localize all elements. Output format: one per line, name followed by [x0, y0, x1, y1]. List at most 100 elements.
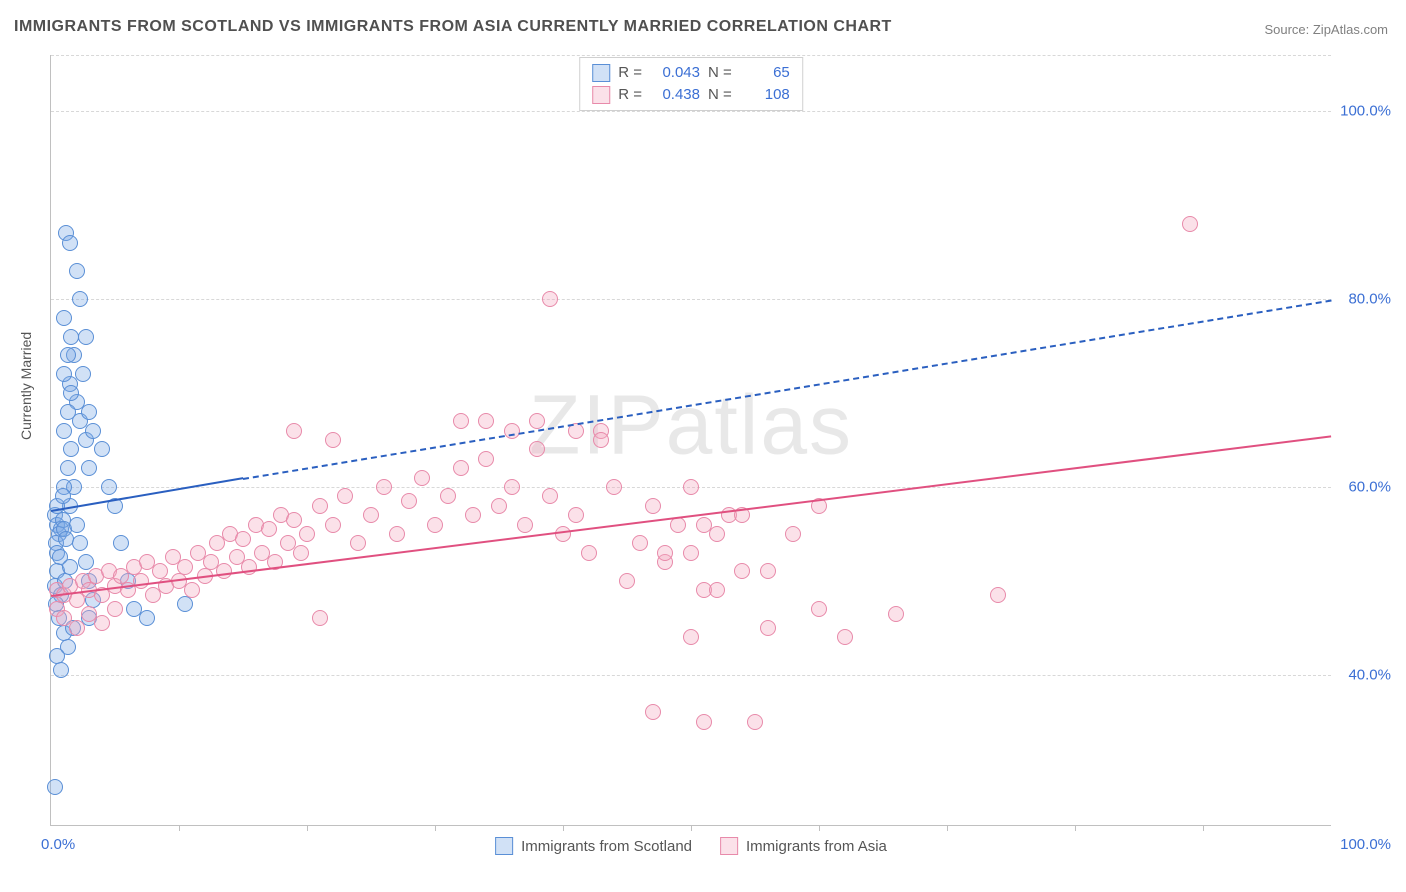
data-point-scotland: [101, 479, 117, 495]
x-tick: [947, 825, 948, 831]
data-point-asia: [990, 587, 1006, 603]
data-point-asia: [376, 479, 392, 495]
data-point-asia: [440, 488, 456, 504]
data-point-scotland: [56, 310, 72, 326]
data-point-asia: [286, 423, 302, 439]
data-point-asia: [785, 526, 801, 542]
data-point-scotland: [78, 329, 94, 345]
swatch-scotland: [592, 64, 610, 82]
data-point-scotland: [63, 329, 79, 345]
data-point-asia: [337, 488, 353, 504]
data-point-asia: [235, 531, 251, 547]
data-point-asia: [389, 526, 405, 542]
data-point-asia: [293, 545, 309, 561]
gridline-h: [51, 55, 1331, 56]
n-label: N =: [708, 62, 732, 84]
data-point-asia: [542, 291, 558, 307]
data-point-scotland: [56, 366, 72, 382]
data-point-asia: [696, 714, 712, 730]
data-point-asia: [94, 615, 110, 631]
data-point-scotland: [47, 779, 63, 795]
legend-stats: R = 0.043 N = 65 R = 0.438 N = 108: [579, 57, 803, 111]
y-axis-label: Currently Married: [18, 332, 34, 440]
data-point-asia: [1182, 216, 1198, 232]
y-tick-label: 40.0%: [1336, 666, 1391, 683]
data-point-asia: [517, 517, 533, 533]
data-point-scotland: [81, 460, 97, 476]
data-point-asia: [529, 413, 545, 429]
swatch-asia: [720, 837, 738, 855]
data-point-scotland: [177, 596, 193, 612]
data-point-asia: [619, 573, 635, 589]
page-title: IMMIGRANTS FROM SCOTLAND VS IMMIGRANTS F…: [14, 18, 892, 36]
data-point-asia: [312, 610, 328, 626]
n-label: N =: [708, 84, 732, 106]
data-point-asia: [427, 517, 443, 533]
legend-stats-row-asia: R = 0.438 N = 108: [592, 84, 790, 106]
data-point-scotland: [63, 385, 79, 401]
x-tick: [1203, 825, 1204, 831]
data-point-asia: [69, 620, 85, 636]
legend-bottom: Immigrants from Scotland Immigrants from…: [495, 837, 887, 855]
data-point-asia: [184, 582, 200, 598]
data-point-scotland: [62, 235, 78, 251]
data-point-asia: [683, 545, 699, 561]
r-label: R =: [618, 62, 642, 84]
swatch-scotland: [495, 837, 513, 855]
x-tick: [563, 825, 564, 831]
legend-label-asia: Immigrants from Asia: [746, 838, 887, 855]
data-point-asia: [453, 413, 469, 429]
data-point-asia: [491, 498, 507, 514]
n-value-scotland: 65: [740, 62, 790, 84]
data-point-asia: [632, 535, 648, 551]
data-point-asia: [286, 512, 302, 528]
data-point-asia: [568, 507, 584, 523]
x-tick: [435, 825, 436, 831]
data-point-scotland: [62, 559, 78, 575]
data-point-scotland: [60, 404, 76, 420]
data-point-asia: [465, 507, 481, 523]
r-value-scotland: 0.043: [650, 62, 700, 84]
data-point-scotland: [139, 610, 155, 626]
data-point-scotland: [69, 263, 85, 279]
data-point-asia: [350, 535, 366, 551]
data-point-asia: [709, 526, 725, 542]
data-point-asia: [734, 563, 750, 579]
data-point-asia: [760, 563, 776, 579]
data-point-asia: [453, 460, 469, 476]
legend-label-scotland: Immigrants from Scotland: [521, 838, 692, 855]
data-point-scotland: [72, 535, 88, 551]
data-point-asia: [760, 620, 776, 636]
data-point-asia: [107, 601, 123, 617]
data-point-asia: [593, 432, 609, 448]
gridline-h: [51, 299, 1331, 300]
data-point-asia: [811, 601, 827, 617]
source-attribution: Source: ZipAtlas.com: [1264, 22, 1388, 37]
data-point-asia: [478, 413, 494, 429]
y-tick-label: 100.0%: [1336, 103, 1391, 120]
data-point-asia: [504, 479, 520, 495]
data-point-asia: [645, 704, 661, 720]
data-point-scotland: [63, 441, 79, 457]
data-point-asia: [414, 470, 430, 486]
data-point-asia: [555, 526, 571, 542]
legend-stats-row-scotland: R = 0.043 N = 65: [592, 62, 790, 84]
r-value-asia: 0.438: [650, 84, 700, 106]
data-point-asia: [216, 563, 232, 579]
data-point-asia: [696, 517, 712, 533]
data-point-scotland: [113, 535, 129, 551]
data-point-scotland: [78, 554, 94, 570]
data-point-scotland: [72, 291, 88, 307]
data-point-asia: [747, 714, 763, 730]
x-axis-max-label: 100.0%: [1340, 836, 1391, 853]
data-point-asia: [325, 517, 341, 533]
data-point-asia: [261, 521, 277, 537]
x-tick: [307, 825, 308, 831]
data-point-scotland: [60, 460, 76, 476]
data-point-asia: [542, 488, 558, 504]
data-point-asia: [312, 498, 328, 514]
data-point-asia: [657, 545, 673, 561]
data-point-scotland: [53, 662, 69, 678]
data-point-asia: [299, 526, 315, 542]
data-point-asia: [606, 479, 622, 495]
